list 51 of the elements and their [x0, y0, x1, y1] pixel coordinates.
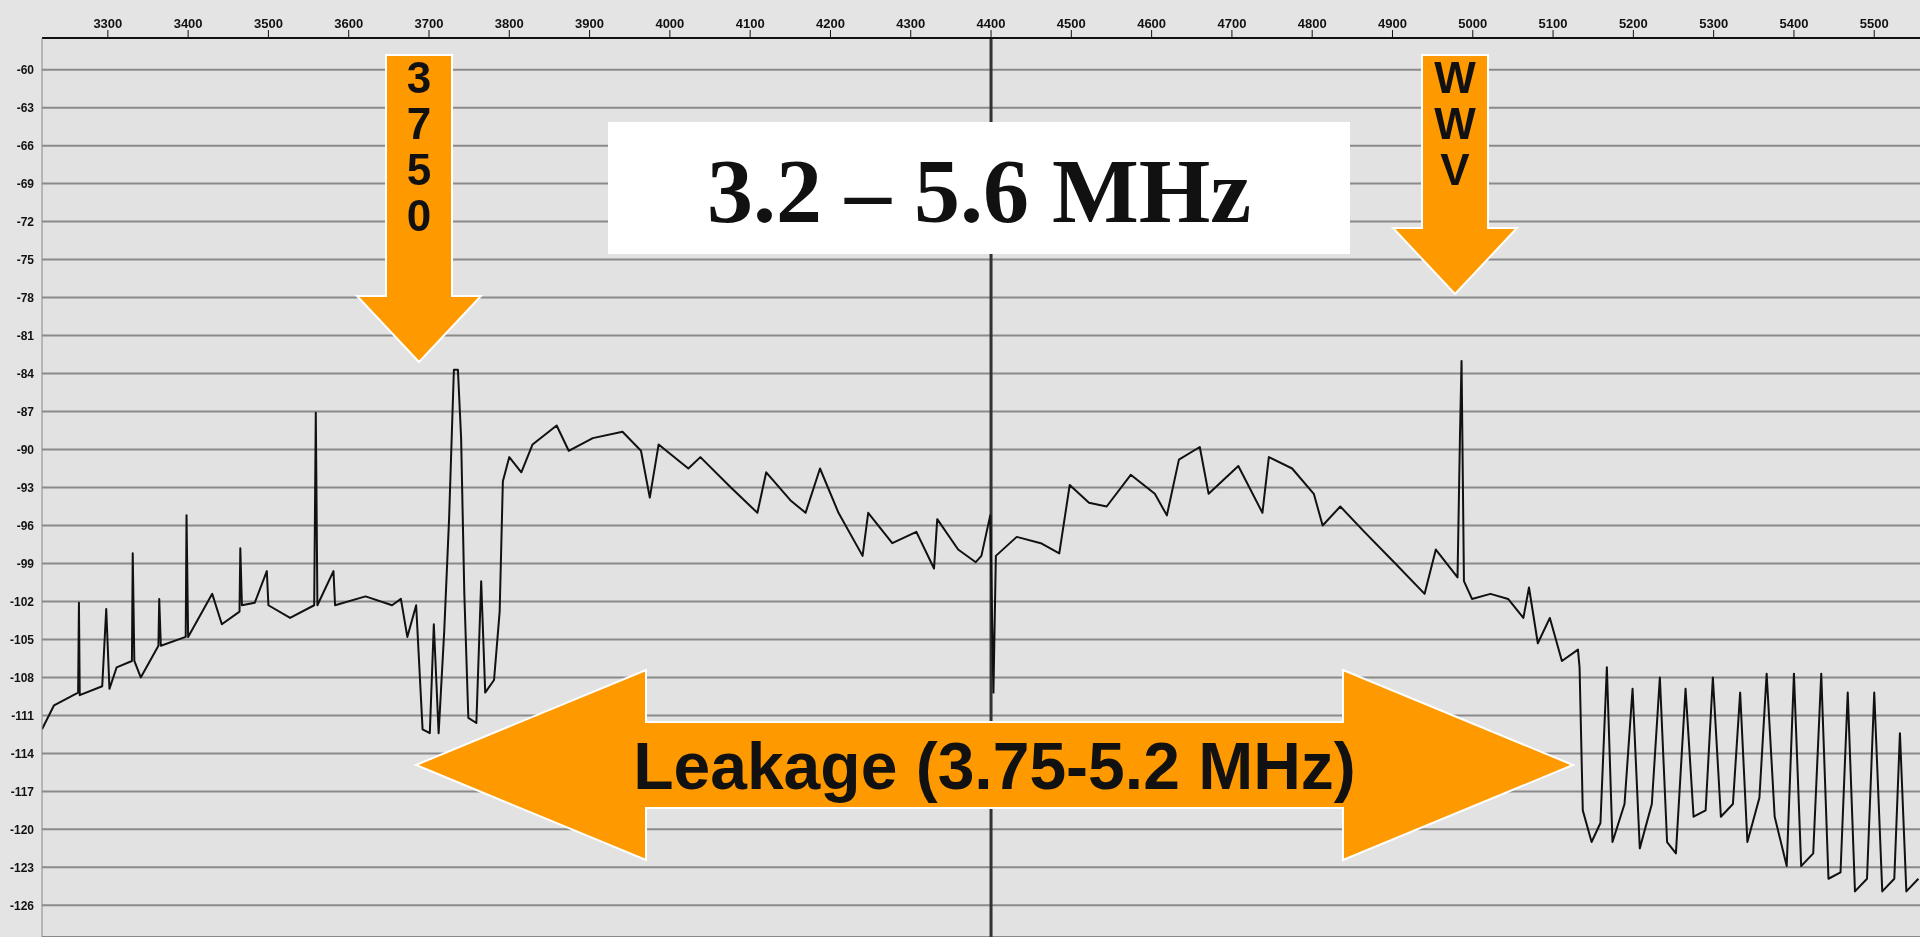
y-tick-label: -78: [16, 290, 35, 305]
x-tick-label: 5000: [1458, 16, 1488, 31]
y-tick-label: -102: [9, 594, 35, 609]
y-tick-label: -66: [16, 138, 35, 153]
x-tick-label: 5100: [1538, 16, 1568, 31]
x-tick-label: 3500: [253, 16, 283, 31]
x-tick-label: 3700: [414, 16, 444, 31]
x-tick-label: 3800: [494, 16, 524, 31]
y-tick-label: -123: [9, 860, 35, 875]
x-tick-label: 4200: [815, 16, 845, 31]
y-tick-label: -69: [16, 176, 35, 191]
y-tick-label: -96: [16, 518, 35, 533]
y-tick-label: -120: [9, 822, 35, 837]
y-tick-label: -63: [16, 100, 35, 115]
x-tick-label: 4800: [1297, 16, 1327, 31]
x-tick-label: 4000: [655, 16, 685, 31]
y-tick-label: -93: [16, 480, 35, 495]
x-tick-label: 5400: [1779, 16, 1809, 31]
x-tick-label: 4600: [1137, 16, 1167, 31]
x-tick-label: 3900: [575, 16, 605, 31]
x-tick-label: 5300: [1699, 16, 1729, 31]
x-tick-label: 4500: [1056, 16, 1086, 31]
y-tick-label: -108: [9, 670, 35, 685]
x-tick-label: 4900: [1378, 16, 1407, 31]
y-tick-label: -105: [9, 632, 35, 647]
annotation: 3750: [406, 53, 432, 240]
annotation: Leakage (3.75-5.2 MHz): [633, 729, 1356, 803]
y-tick-label: -84: [16, 366, 35, 381]
y-tick-label: -111: [11, 708, 35, 723]
y-tick-label: -126: [9, 898, 35, 913]
y-tick-label: -99: [16, 556, 35, 571]
line-series: [42, 359, 1920, 893]
y-tick-label: -117: [10, 784, 35, 799]
annotation: WWV: [1434, 53, 1477, 194]
text: 3.2 – 5.6 MHz: [706, 140, 1252, 242]
x-tick-label: 3600: [334, 16, 364, 31]
y-tick-label: -114: [10, 746, 35, 761]
y-tick-label: -75: [16, 252, 35, 267]
x-tick-label: 3300: [93, 16, 123, 31]
y-tick-label: -87: [16, 404, 35, 419]
y-tick-label: -90: [16, 442, 35, 457]
x-tick-label: 5200: [1618, 16, 1648, 31]
y-tick-label: -60: [16, 62, 35, 77]
y-tick-label: -81: [16, 328, 35, 343]
x-tick-label: 5500: [1859, 16, 1889, 31]
x-tick-label: 3400: [173, 16, 203, 31]
x-tick-label: 4300: [896, 16, 926, 31]
x-tick-label: 4400: [976, 16, 1006, 31]
x-tick-label: 4700: [1217, 16, 1247, 31]
y-tick-label: -72: [16, 214, 35, 229]
x-tick-label: 4100: [735, 16, 765, 31]
